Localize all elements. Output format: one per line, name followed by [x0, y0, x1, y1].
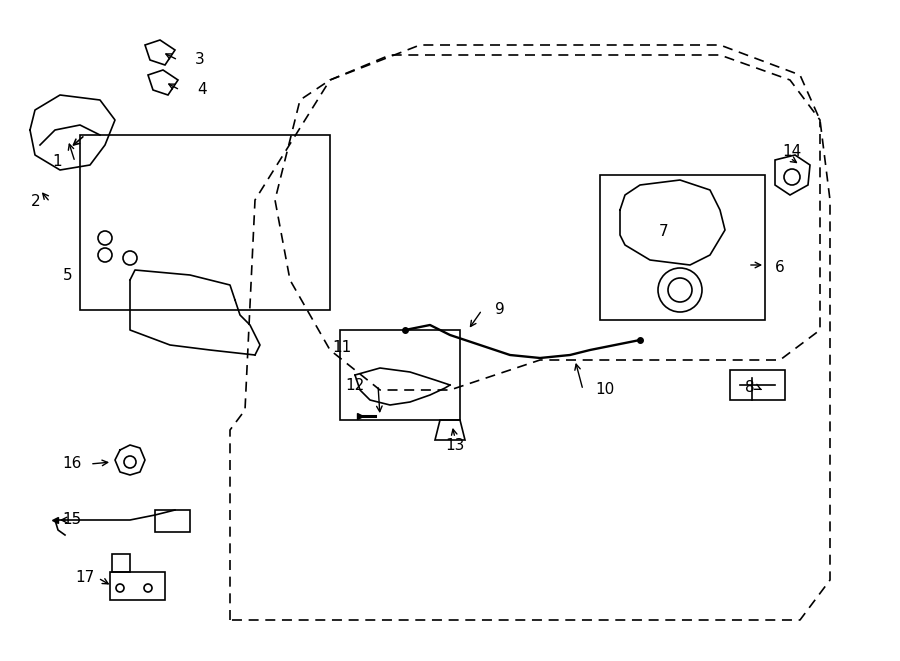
- Text: 9: 9: [495, 303, 505, 317]
- Bar: [112, 554, 130, 572]
- Text: 3: 3: [195, 52, 205, 67]
- Text: 16: 16: [63, 457, 82, 471]
- Bar: [600, 175, 765, 320]
- Text: 12: 12: [346, 377, 365, 393]
- Text: 10: 10: [595, 383, 614, 397]
- Bar: [80, 135, 330, 310]
- Bar: [155, 510, 190, 532]
- Text: 7: 7: [659, 225, 668, 239]
- Text: 11: 11: [333, 340, 352, 356]
- Text: 2: 2: [31, 194, 40, 210]
- Text: 8: 8: [745, 381, 755, 395]
- Text: 15: 15: [63, 512, 82, 527]
- Text: 17: 17: [76, 570, 95, 586]
- Bar: [340, 330, 460, 420]
- Text: 5: 5: [62, 268, 72, 282]
- Text: 14: 14: [782, 145, 802, 159]
- Bar: [110, 572, 165, 600]
- Text: 6: 6: [775, 260, 785, 276]
- Text: 4: 4: [197, 83, 207, 98]
- Text: 1: 1: [52, 155, 62, 169]
- Text: 13: 13: [446, 438, 464, 453]
